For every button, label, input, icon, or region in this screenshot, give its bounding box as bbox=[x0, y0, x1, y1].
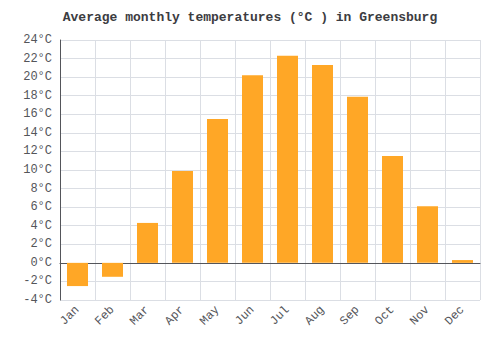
svg-text:Sep: Sep bbox=[337, 303, 362, 328]
svg-text:Aug: Aug bbox=[302, 303, 327, 328]
svg-text:Apr: Apr bbox=[162, 303, 187, 328]
svg-text:Mar: Mar bbox=[127, 303, 152, 328]
svg-text:-2°C: -2°C bbox=[23, 274, 52, 288]
svg-text:Jul: Jul bbox=[267, 303, 292, 328]
svg-text:May: May bbox=[197, 303, 222, 328]
svg-text:4°C: 4°C bbox=[30, 219, 52, 233]
svg-text:20°C: 20°C bbox=[23, 70, 52, 84]
svg-text:12°C: 12°C bbox=[23, 144, 52, 158]
svg-text:Average monthly temperatures (: Average monthly temperatures (°C ) in Gr… bbox=[63, 10, 438, 25]
svg-text:8°C: 8°C bbox=[30, 182, 52, 196]
svg-text:18°C: 18°C bbox=[23, 89, 52, 103]
svg-text:6°C: 6°C bbox=[30, 200, 52, 214]
svg-text:Nov: Nov bbox=[407, 303, 432, 328]
svg-text:Feb: Feb bbox=[92, 303, 117, 328]
svg-text:Jan: Jan bbox=[57, 303, 82, 328]
svg-text:16°C: 16°C bbox=[23, 107, 52, 121]
svg-text:22°C: 22°C bbox=[23, 52, 52, 66]
svg-text:2°C: 2°C bbox=[30, 237, 52, 251]
svg-text:Jun: Jun bbox=[232, 303, 257, 328]
svg-text:Oct: Oct bbox=[372, 303, 397, 328]
svg-text:10°C: 10°C bbox=[23, 163, 52, 177]
svg-text:0°C: 0°C bbox=[30, 256, 52, 270]
svg-text:24°C: 24°C bbox=[23, 33, 52, 47]
svg-text:-4°C: -4°C bbox=[23, 293, 52, 307]
svg-text:14°C: 14°C bbox=[23, 126, 52, 140]
svg-text:Dec: Dec bbox=[442, 303, 467, 328]
